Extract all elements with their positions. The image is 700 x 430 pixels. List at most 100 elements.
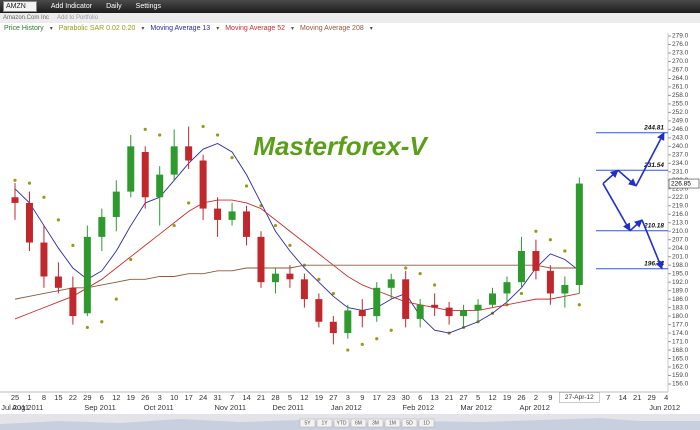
y-tick-label: 213.0: [672, 219, 689, 226]
x-tick-label: 29: [83, 393, 91, 402]
candle-body: [83, 236, 91, 314]
x-tick-label: 28: [271, 393, 279, 402]
y-tick-label: 222.0: [672, 194, 689, 201]
x-tick-label: 27: [459, 393, 467, 402]
forecast-arrow: [629, 219, 643, 232]
range-button[interactable]: [333, 418, 350, 428]
range-button[interactable]: [316, 418, 333, 428]
legend-dropdown-arrow[interactable]: ▾: [141, 25, 145, 32]
sar-dot: [114, 297, 118, 301]
y-tick-label: 159.0: [672, 372, 689, 379]
sar-dot: [215, 133, 220, 137]
y-tick-label: 225.0: [672, 185, 689, 192]
legend-dropdown-arrow[interactable]: ▾: [49, 25, 53, 32]
x-tick-label: 12: [300, 393, 308, 402]
candle-body: [54, 276, 62, 288]
x-tick-label: 9: [360, 393, 364, 402]
x-tick-label: 14: [242, 393, 250, 402]
y-tick-label: 171.0: [672, 338, 689, 345]
legend-entry[interactable]: Moving Average 13: [150, 24, 211, 32]
legend-entry[interactable]: Price History: [4, 24, 44, 32]
candle-body: [402, 279, 410, 319]
company-name: Amazon.Com Inc: [3, 15, 50, 21]
chart-title: Masterforex-V: [253, 131, 429, 161]
x-tick-label: 27: [329, 393, 337, 402]
range-button[interactable]: [418, 418, 435, 428]
x-tick-label: 8: [42, 393, 46, 402]
x-tick-label: 22: [69, 393, 77, 402]
range-button[interactable]: [401, 418, 418, 428]
x-tick-label: 26: [141, 393, 149, 402]
range-button[interactable]: [367, 418, 384, 428]
navigator-area: [0, 418, 700, 430]
sar-dot: [534, 229, 538, 233]
candle-body: [561, 284, 569, 294]
candle-body: [141, 152, 149, 198]
candle-body: [416, 304, 424, 319]
sar-dot: [85, 325, 89, 330]
y-tick-label: 162.0: [672, 364, 689, 371]
legend-entry[interactable]: Moving Average 52: [225, 24, 286, 32]
legend-dropdown-arrow[interactable]: ▾: [291, 25, 295, 32]
candle-body: [112, 191, 120, 218]
x-tick-label: 17: [184, 393, 192, 402]
x-tick-label: 24: [199, 393, 207, 402]
legend-entry[interactable]: Moving Average 208: [300, 24, 364, 32]
legend-dropdown-arrow[interactable]: ▾: [216, 25, 220, 32]
interval-button[interactable]: Daily: [106, 3, 122, 10]
candle-body: [127, 146, 135, 192]
sar-dot: [71, 243, 75, 247]
x-month-label: Feb 2012: [402, 403, 434, 412]
x-month-label: Mar 2012: [460, 403, 492, 412]
range-button[interactable]: [350, 418, 367, 428]
y-tick-label: 186.0: [672, 296, 689, 303]
add-to-portfolio-link[interactable]: Add to Portfolio: [57, 15, 99, 21]
forecast-arrow: [617, 169, 637, 187]
candle-body: [300, 279, 308, 300]
candle-body: [445, 307, 453, 317]
candle-body: [243, 211, 251, 237]
x-tick-label: 7: [606, 393, 610, 402]
sar-dot: [230, 156, 234, 160]
last-price-label: 226.85: [671, 180, 691, 187]
candle-body: [98, 217, 106, 237]
y-tick-label: 207.0: [672, 236, 689, 243]
range-button[interactable]: [384, 418, 401, 428]
sar-dot: [418, 272, 422, 276]
candle-body: [575, 183, 583, 285]
candle-body: [286, 273, 294, 280]
symbol-input[interactable]: AMZN: [3, 1, 37, 12]
y-tick-label: 156.0: [672, 381, 689, 388]
candle-body: [228, 211, 236, 220]
sar-dot: [273, 223, 278, 228]
settings-button[interactable]: Settings: [135, 3, 161, 10]
x-month-label: Sep 2011: [84, 403, 116, 412]
sar-dot: [346, 348, 350, 352]
candle-body: [214, 208, 222, 220]
x-tick-label: 2: [534, 393, 538, 402]
forecast-arrow: [602, 183, 631, 232]
range-button-label: 1Y: [321, 420, 328, 426]
y-tick-label: 246.0: [672, 126, 689, 133]
y-tick-label: 240.0: [672, 143, 689, 150]
candle-body: [517, 251, 525, 283]
sar-dot: [201, 124, 205, 129]
forecast-arrow: [602, 169, 619, 185]
x-tick-label: 19: [503, 393, 511, 402]
y-tick-label: 249.0: [672, 118, 689, 125]
y-tick-label: 180.0: [672, 313, 689, 320]
y-tick-label: 279.0: [672, 33, 689, 40]
x-month-label: Dec 2011: [272, 403, 304, 412]
candle-body: [474, 304, 482, 311]
x-tick-label: 19: [127, 393, 135, 402]
legend-dropdown-arrow[interactable]: ▾: [369, 25, 373, 32]
candle-body: [25, 202, 33, 243]
legend-entry[interactable]: Parabolic SAR 0.02 0.20: [58, 24, 136, 32]
range-button[interactable]: [299, 418, 316, 428]
sar-dot: [563, 249, 567, 253]
x-tick-label: 29: [648, 393, 656, 402]
add-indicator-button[interactable]: Add Indicator: [50, 3, 93, 10]
x-month-label: Jul 2011: [1, 403, 29, 412]
range-button-label: 6M: [355, 420, 362, 426]
